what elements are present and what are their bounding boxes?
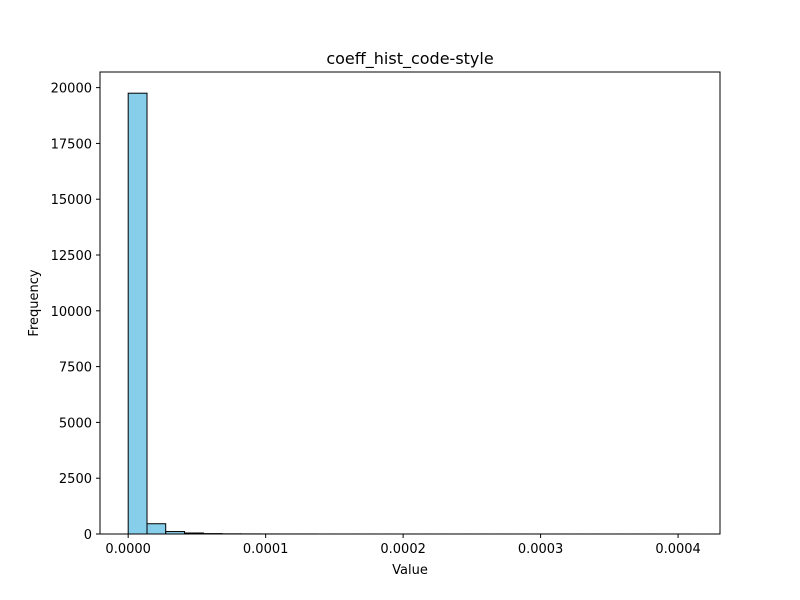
y-tick-label: 20000 xyxy=(51,82,92,97)
x-tick-label: 0.0003 xyxy=(518,542,564,557)
x-axis-title: Value xyxy=(392,563,428,578)
x-tick-label: 0.0001 xyxy=(243,542,289,557)
y-tick-label: 15000 xyxy=(51,193,92,208)
x-tick-label: 0.0000 xyxy=(105,542,151,557)
histogram-bar xyxy=(127,92,148,535)
histogram-bar xyxy=(146,523,167,535)
y-tick-label: 0 xyxy=(84,528,92,543)
plot-frame xyxy=(99,71,721,535)
x-tick-label: 0.0002 xyxy=(380,542,426,557)
y-axis-title: Frequency xyxy=(27,269,42,336)
y-tick-label: 10000 xyxy=(51,305,92,320)
x-tick-label: 0.0004 xyxy=(655,542,701,557)
y-tick-label: 12500 xyxy=(51,249,92,264)
y-tick-label: 5000 xyxy=(59,416,92,431)
chart-title: coeff_hist_code-style xyxy=(326,49,493,69)
ticks-layer: 0.0000 0.0001 0.0002 0.0003 0.0004 0 2500 5000 7… xyxy=(51,82,701,557)
y-tick-label: 17500 xyxy=(51,137,92,152)
y-tick-label: 2500 xyxy=(59,472,92,487)
y-tick-label: 7500 xyxy=(59,361,92,376)
